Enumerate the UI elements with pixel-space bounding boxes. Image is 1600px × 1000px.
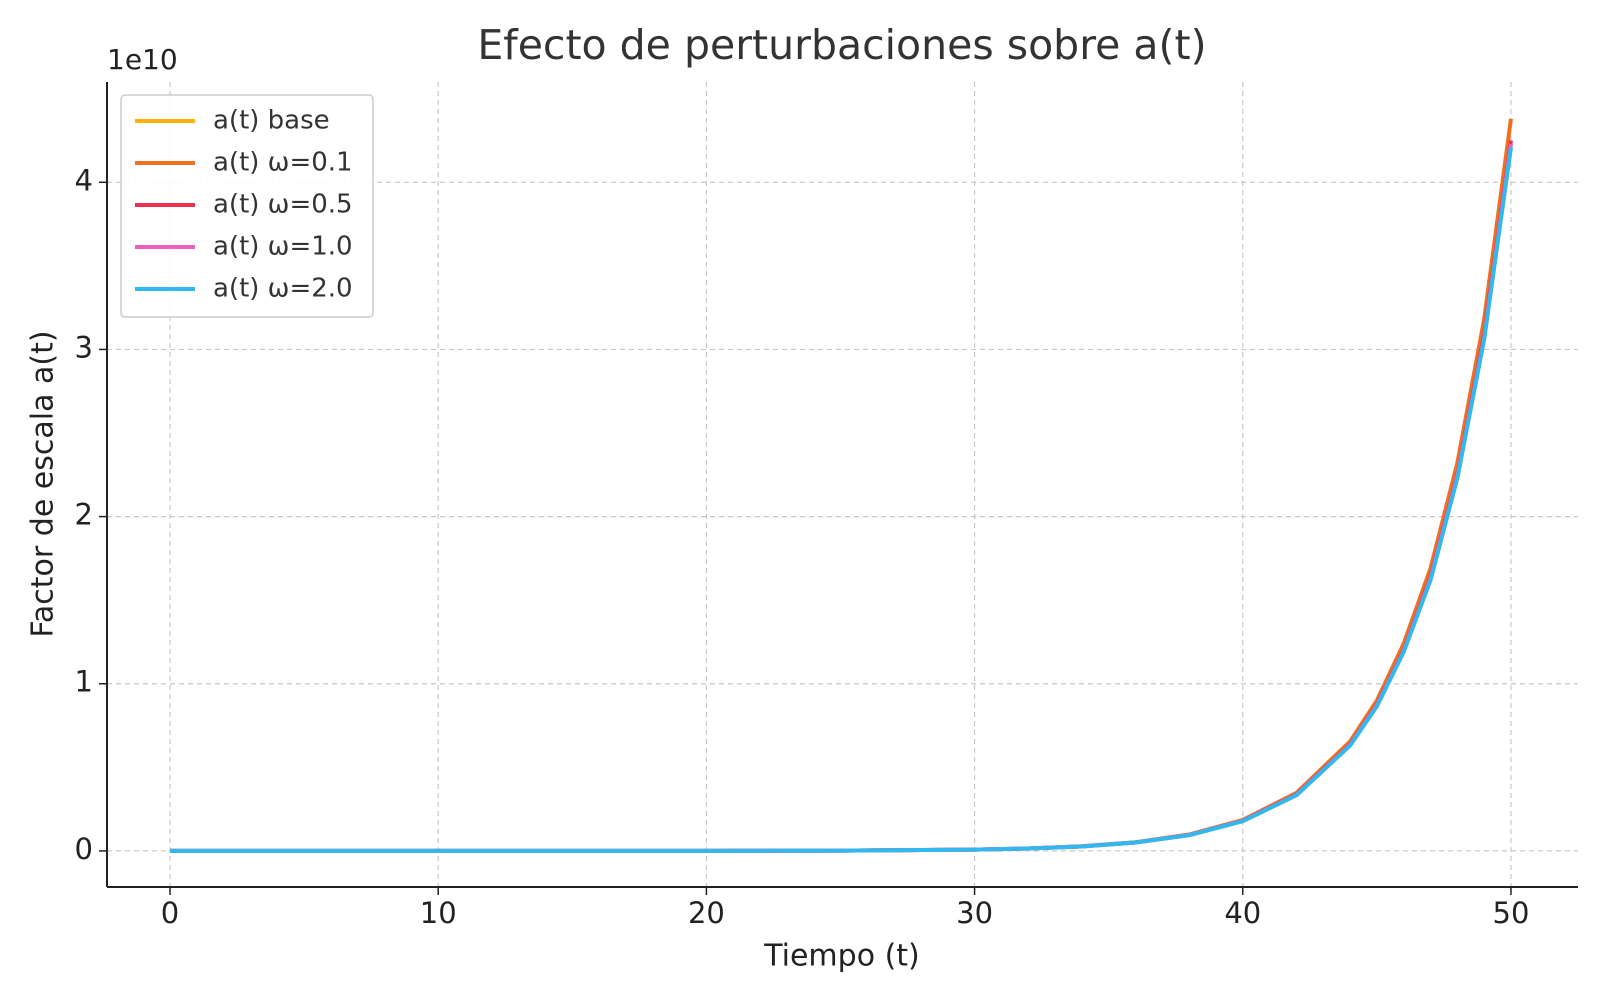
x-tick-label: 10 <box>420 896 457 930</box>
legend-label: a(t) ω=0.1 <box>213 148 353 178</box>
x-axis-label: Tiempo (t) <box>763 939 920 974</box>
y-tick-label: 0 <box>75 832 93 866</box>
y-tick-label: 1 <box>75 665 93 699</box>
x-tick-label: 50 <box>1493 896 1530 930</box>
x-tick-label: 30 <box>956 896 993 930</box>
y-offset-label: 1e10 <box>107 43 178 76</box>
legend-label: a(t) ω=1.0 <box>213 232 353 262</box>
x-tick-label: 0 <box>161 896 179 930</box>
y-tick-label: 2 <box>75 498 93 532</box>
x-tick-label: 40 <box>1224 896 1261 930</box>
legend-label: a(t) ω=2.0 <box>213 274 353 304</box>
chart-title: Efecto de perturbaciones sobre a(t) <box>477 21 1206 69</box>
y-tick-label: 4 <box>75 163 93 197</box>
series-line <box>170 146 1513 853</box>
legend: a(t) base a(t) ω=0.1 a(t) ω=0.5 a(t) ω=1.0 a… <box>120 94 374 318</box>
legend-label: a(t) ω=0.5 <box>213 190 353 220</box>
y-tick-label: 3 <box>75 330 93 364</box>
x-tick-label: 20 <box>688 896 725 930</box>
y-axis-label: Factor de escala a(t) <box>26 330 61 637</box>
legend-box <box>120 94 374 318</box>
legend-label: a(t) base <box>213 106 330 136</box>
